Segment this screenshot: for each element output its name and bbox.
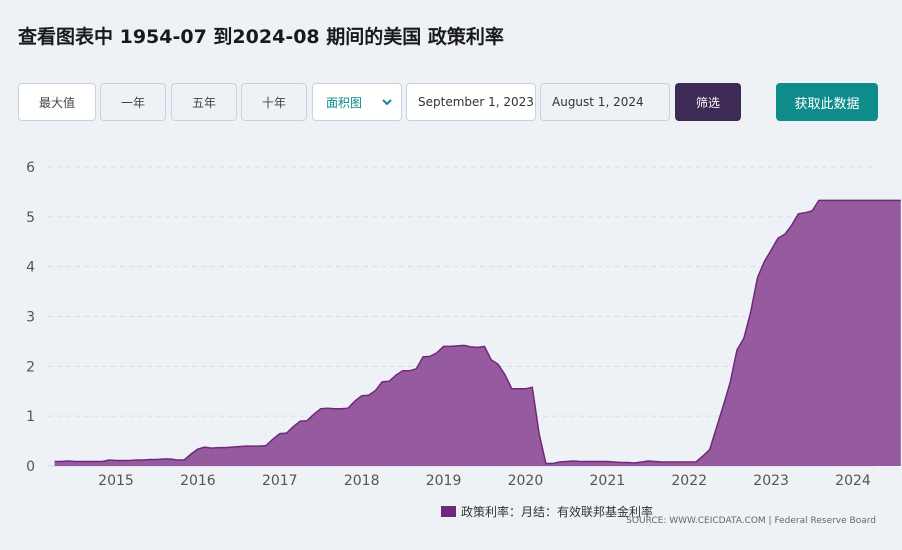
legend-swatch bbox=[441, 506, 456, 517]
end-date-input[interactable]: August 1, 2024 bbox=[540, 83, 670, 121]
x-tick-label: 2022 bbox=[671, 473, 707, 489]
chevron-down-icon bbox=[382, 99, 392, 106]
x-tick-label: 2023 bbox=[753, 473, 789, 489]
chart-type-select[interactable]: 面积图 bbox=[312, 83, 402, 121]
range-button-10y[interactable]: 十年 bbox=[241, 83, 307, 121]
y-tick-label: 5 bbox=[26, 210, 35, 226]
y-tick-label: 1 bbox=[26, 409, 35, 425]
x-tick-label: 2015 bbox=[98, 473, 134, 489]
x-axis: 2015 2016 2017 2018 2019 2020 2021 2022 2023 2024 bbox=[98, 473, 871, 489]
x-tick-label: 2024 bbox=[835, 473, 871, 489]
chart-type-value: 面积图 bbox=[326, 95, 363, 110]
range-button-1y[interactable]: 一年 bbox=[100, 83, 166, 121]
x-tick-label: 2017 bbox=[262, 473, 298, 489]
y-axis: 0 1 2 3 4 5 6 bbox=[26, 160, 35, 475]
filter-button[interactable]: 筛选 bbox=[675, 83, 741, 121]
series-line bbox=[54, 199, 901, 465]
x-tick-label: 2019 bbox=[426, 473, 462, 489]
x-tick-label: 2020 bbox=[508, 473, 544, 489]
x-tick-label: 2018 bbox=[344, 473, 380, 489]
series-area bbox=[54, 200, 901, 466]
range-button-5y[interactable]: 五年 bbox=[171, 83, 237, 121]
plot-area bbox=[54, 199, 901, 466]
source-note: SOURCE: WWW.CEICDATA.COM | Federal Reser… bbox=[626, 516, 876, 526]
legend-label: 政策利率：月结：有效联邦基金利率 bbox=[461, 504, 653, 519]
x-tick-label: 2016 bbox=[180, 473, 216, 489]
get-data-button[interactable]: 获取此数据 bbox=[776, 83, 878, 121]
range-button-max[interactable]: 最大值 bbox=[18, 83, 96, 121]
y-tick-label: 0 bbox=[26, 459, 35, 475]
y-tick-label: 3 bbox=[26, 310, 35, 326]
area-chart: 0 1 2 3 4 5 6 2015 2016 2017 2018 2019 2020 2021 2022… bbox=[26, 160, 901, 526]
chart-legend: 政策利率：月结：有效联邦基金利率 bbox=[441, 504, 653, 519]
y-tick-label: 6 bbox=[26, 160, 35, 176]
y-tick-label: 4 bbox=[26, 260, 35, 276]
x-tick-label: 2021 bbox=[590, 473, 626, 489]
page-title: 查看图表中 1954-07 到2024-08 期间的美国 政策利率 bbox=[18, 26, 504, 48]
y-tick-label: 2 bbox=[26, 359, 35, 375]
start-date-input[interactable]: September 1, 2023 bbox=[406, 83, 536, 121]
